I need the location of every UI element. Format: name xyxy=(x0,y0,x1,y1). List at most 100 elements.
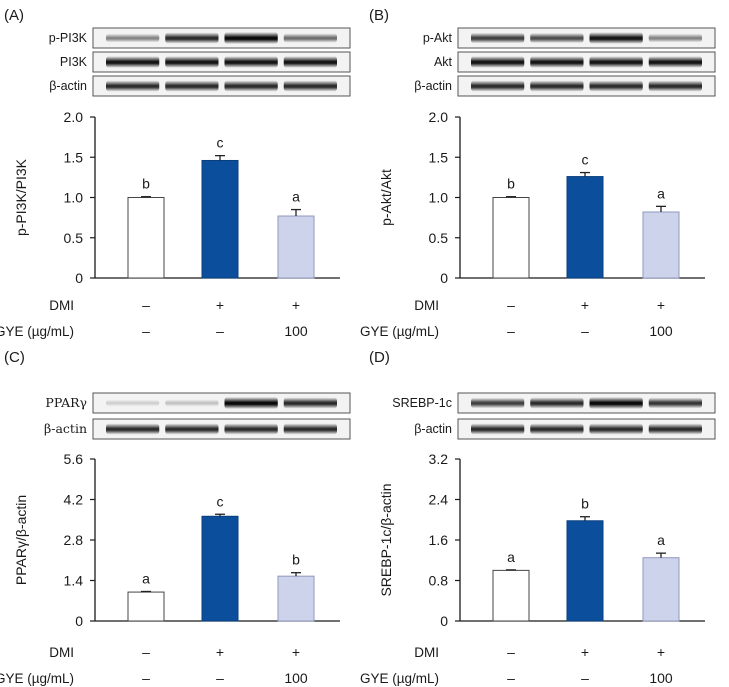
blot-band xyxy=(283,33,337,43)
blot-band xyxy=(471,32,525,44)
significance-letter: c xyxy=(217,493,224,509)
blot-label: β-actin xyxy=(414,79,452,93)
blot-band xyxy=(224,80,278,92)
significance-letter: b xyxy=(581,496,589,512)
significance-letter: a xyxy=(142,570,150,586)
y-tick-label: 2.8 xyxy=(64,532,84,548)
y-tick-label: 0.8 xyxy=(429,573,449,589)
y-tick-label: 0.5 xyxy=(429,230,449,246)
y-tick-label: 1.4 xyxy=(64,573,84,589)
y-tick-label: 0.5 xyxy=(64,230,84,246)
blot-band xyxy=(530,56,584,68)
panel-2: (B) p-Akt Akt β-actin 0 0.5 1.0 1.5 2.0 p-Akt/Akt… xyxy=(360,7,716,339)
blot-band xyxy=(471,56,525,68)
panel-label: (B) xyxy=(369,7,389,24)
gye-row-label: GYE (µg/mL) xyxy=(0,324,74,339)
y-tick-label: 2.4 xyxy=(429,492,449,508)
bar xyxy=(127,591,165,622)
y-tick-label: 2.0 xyxy=(429,109,449,125)
blot-band xyxy=(589,32,643,44)
bar xyxy=(566,520,604,622)
blot-label: p-Akt xyxy=(423,31,453,45)
y-axis-title: p-Akt/Akt xyxy=(378,169,394,226)
gye-row-label: GYE (µg/mL) xyxy=(360,324,439,339)
significance-letter: b xyxy=(507,176,515,192)
dmi-condition: – xyxy=(142,297,150,313)
y-tick-label: 0 xyxy=(75,270,83,286)
y-tick-label: 2.0 xyxy=(64,109,84,125)
dmi-condition: – xyxy=(142,644,150,660)
blot-band xyxy=(589,80,643,92)
blot-band xyxy=(471,423,525,435)
blot-band xyxy=(224,56,278,68)
y-axis-title: p-PI3K/PI3K xyxy=(13,158,29,236)
gye-condition: – xyxy=(216,670,224,686)
y-axis-title: SREBP-1c/β-actin xyxy=(378,483,394,596)
gye-condition: 100 xyxy=(284,670,308,686)
blot-band xyxy=(165,32,219,44)
bar xyxy=(201,515,239,622)
bar xyxy=(277,215,315,279)
blot-band xyxy=(471,80,525,92)
panel-label: (A) xyxy=(4,7,24,24)
significance-letter: b xyxy=(292,552,300,568)
blot-band xyxy=(530,80,584,92)
y-tick-label: 1.6 xyxy=(429,532,449,548)
blot-label: β-actin xyxy=(414,422,452,436)
bar xyxy=(642,211,680,279)
y-tick-label: 0 xyxy=(75,613,83,629)
blot-band xyxy=(106,56,160,68)
dmi-condition: – xyxy=(507,644,515,660)
bar xyxy=(492,569,530,622)
dmi-condition: + xyxy=(581,297,589,313)
bar xyxy=(492,197,530,279)
gye-condition: – xyxy=(216,323,224,339)
dmi-condition: + xyxy=(292,644,300,660)
blot-label: SREBP-1c xyxy=(392,396,452,410)
y-tick-label: 0 xyxy=(440,270,448,286)
gye-condition: – xyxy=(581,323,589,339)
blot-label: p-PI3K xyxy=(49,31,88,45)
gye-row-label: GYE (µg/mL) xyxy=(360,671,439,686)
blot-band xyxy=(165,399,219,407)
blot-band xyxy=(283,397,337,409)
blot-band xyxy=(530,423,584,435)
dmi-condition: – xyxy=(507,297,515,313)
bar xyxy=(201,159,239,279)
blot-band xyxy=(648,397,702,409)
significance-letter: c xyxy=(582,152,589,168)
dmi-condition: + xyxy=(657,297,665,313)
blot-band xyxy=(589,397,643,409)
blot-band xyxy=(648,33,702,43)
blot-band xyxy=(283,80,337,92)
dmi-row-label: DMI xyxy=(414,298,439,313)
panel-4: (D) SREBP-1c β-actin 0 0.8 1.6 2.4 3.2 SREBP-1c/… xyxy=(360,349,716,686)
blot-band xyxy=(283,56,337,68)
blot-band xyxy=(530,32,584,44)
blot-label: PPARγ xyxy=(45,395,87,410)
y-tick-label: 1.0 xyxy=(429,190,449,206)
dmi-row-label: DMI xyxy=(414,645,439,660)
blot-band xyxy=(106,423,160,435)
blot-label: β-actin xyxy=(44,421,87,436)
panel-label: (D) xyxy=(369,349,390,366)
significance-letter: c xyxy=(217,135,224,151)
blot-band xyxy=(530,397,584,409)
y-tick-label: 0 xyxy=(440,613,448,629)
blot-band xyxy=(471,397,525,409)
dmi-condition: + xyxy=(216,297,224,313)
y-tick-label: 1.0 xyxy=(64,190,84,206)
gye-row-label: GYE (µg/mL) xyxy=(0,671,74,686)
gye-condition: 100 xyxy=(649,323,673,339)
dmi-row-label: DMI xyxy=(49,298,74,313)
blot-band xyxy=(589,423,643,435)
significance-letter: a xyxy=(507,549,515,565)
dmi-condition: + xyxy=(292,297,300,313)
significance-letter: a xyxy=(657,532,665,548)
bar xyxy=(642,557,680,622)
panel-3: (C) PPARγ β-actin 0 1.4 2.8 4.2 5.6 PPARγ/β-acti… xyxy=(0,349,351,686)
blot-band xyxy=(106,33,160,43)
y-tick-label: 1.5 xyxy=(64,149,84,165)
dmi-row-label: DMI xyxy=(49,645,74,660)
y-tick-label: 1.5 xyxy=(429,149,449,165)
